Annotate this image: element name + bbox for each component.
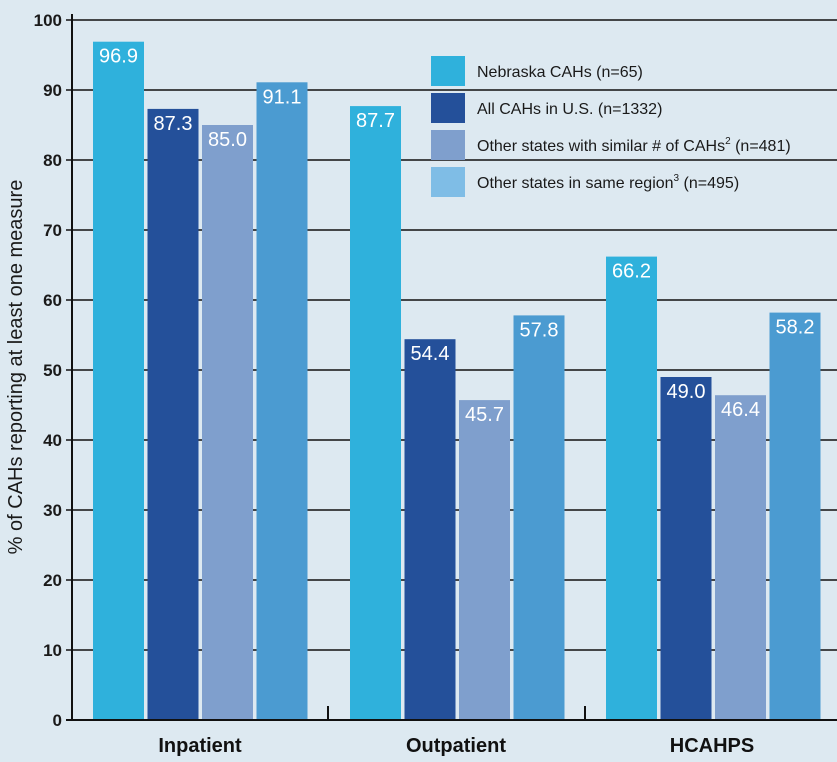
bar (459, 400, 510, 720)
legend: Nebraska CAHs (n=65) All CAHs in U.S. (n=… (431, 56, 791, 197)
y-tick-label: 20 (43, 571, 62, 590)
bar-value-label: 87.7 (356, 110, 395, 132)
bar (256, 82, 308, 721)
legend-entry-label: Other states with similar # of CAHs2 (n=… (477, 136, 791, 155)
legend-swatch (431, 56, 465, 86)
bar (350, 106, 401, 721)
bar-value-label: 45.7 (465, 404, 504, 426)
y-tick-label: 60 (43, 291, 62, 310)
bar-value-label: 58.2 (776, 317, 815, 339)
y-tick-label: 80 (43, 151, 62, 170)
bar (606, 256, 657, 720)
legend-swatch (431, 93, 465, 123)
bar (769, 312, 821, 720)
x-category-label: HCAHPS (670, 735, 754, 757)
y-tick-label: 50 (43, 361, 62, 380)
bar (404, 339, 456, 720)
y-tick-label: 90 (43, 81, 62, 100)
bar (660, 377, 712, 720)
bar-value-label: 66.2 (612, 261, 651, 283)
legend-entry-label: All CAHs in U.S. (n=1332) (477, 101, 662, 118)
bar-value-label: 57.8 (520, 319, 559, 341)
y-tick-label: 30 (43, 501, 62, 520)
legend-entry-label: Other states in same region3 (n=495) (477, 173, 739, 192)
bar (202, 125, 253, 720)
bar (513, 315, 565, 720)
bar (93, 41, 144, 720)
legend-swatch (431, 167, 465, 197)
y-tick-label: 10 (43, 641, 62, 660)
y-tick-label: 100 (34, 11, 62, 30)
y-axis-label: % of CAHs reporting at least one measure (5, 180, 27, 555)
bar-value-label: 85.0 (208, 129, 247, 151)
bars: 96.9 87.7 66.2 87.3 54.4 49.0 85.0 45.7 46.4 91.1… (93, 41, 821, 721)
legend-entry-label: Nebraska CAHs (n=65) (477, 64, 643, 81)
bar (715, 395, 766, 720)
bar (147, 108, 199, 720)
bar-value-label: 49.0 (667, 381, 706, 403)
bar-value-label: 46.4 (721, 399, 760, 421)
y-tick-label: 0 (53, 711, 62, 730)
y-tick-label: 70 (43, 221, 62, 240)
legend-swatch (431, 130, 465, 160)
x-category-label: Inpatient (158, 735, 242, 757)
x-category-label: Outpatient (406, 735, 506, 757)
bar-value-label: 87.3 (154, 113, 193, 135)
y-tick-label: 40 (43, 431, 62, 450)
bar-value-label: 54.4 (411, 343, 450, 365)
axes: 0 10 20 30 40 50 60 70 80 90 100 Inpatient Outpatien… (34, 11, 837, 757)
bar-value-label: 96.9 (99, 46, 138, 68)
bar-value-label: 91.1 (263, 86, 302, 108)
